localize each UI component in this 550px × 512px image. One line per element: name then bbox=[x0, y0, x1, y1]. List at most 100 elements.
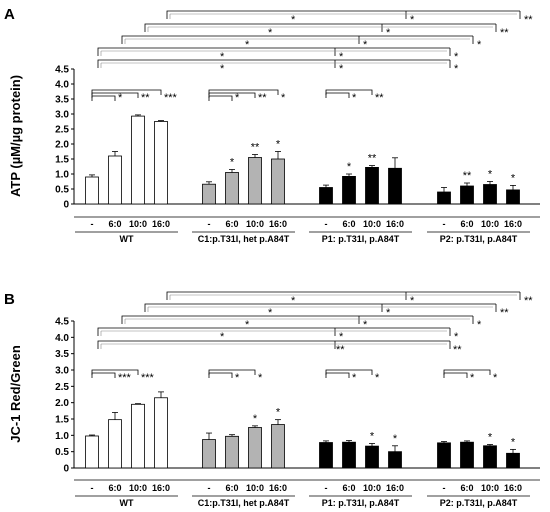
category-label: - bbox=[208, 483, 211, 493]
category-label: 6:0 bbox=[225, 483, 238, 493]
bar bbox=[85, 176, 99, 205]
global-bracket-line bbox=[144, 23, 496, 32]
bar bbox=[342, 441, 356, 469]
local-bracket-label: * bbox=[352, 92, 357, 104]
y-tick-label: 4.0 bbox=[55, 333, 69, 344]
significance-star: * bbox=[511, 172, 516, 184]
global-bracket-label: ** bbox=[336, 344, 345, 356]
global-bracket-label: * bbox=[339, 331, 344, 343]
bar bbox=[248, 157, 262, 205]
category-label: - bbox=[325, 219, 328, 229]
y-axis-label: ATP (µM/µg protein) bbox=[8, 75, 23, 197]
local-bracket-label: * bbox=[375, 372, 380, 384]
y-tick-label: 0.5 bbox=[55, 185, 69, 196]
bar bbox=[342, 175, 356, 205]
local-bracket bbox=[208, 369, 256, 375]
global-bracket-label: * bbox=[410, 295, 415, 307]
local-bracket-label: *** bbox=[118, 372, 132, 384]
global-bracket-label: * bbox=[268, 307, 273, 319]
bar bbox=[506, 452, 520, 469]
global-bracket-line bbox=[97, 47, 450, 56]
bar bbox=[154, 397, 168, 469]
significance-star: * bbox=[488, 169, 493, 181]
bar bbox=[108, 419, 122, 469]
bar bbox=[108, 155, 122, 205]
category-label: - bbox=[91, 483, 94, 493]
global-bracket-label: ** bbox=[524, 295, 533, 307]
global-bracket-label: * bbox=[363, 319, 368, 331]
category-label: - bbox=[208, 219, 211, 229]
global-bracket-label: * bbox=[220, 63, 225, 75]
bar bbox=[85, 435, 99, 469]
category-label: 10:0 bbox=[129, 219, 147, 229]
bar bbox=[388, 167, 402, 205]
significance-star: * bbox=[276, 139, 281, 151]
bar bbox=[154, 121, 168, 205]
y-tick-label: 2.0 bbox=[55, 140, 69, 151]
bar bbox=[365, 166, 379, 205]
y-tick-label: 2.5 bbox=[55, 382, 69, 393]
significance-star: ** bbox=[251, 142, 260, 154]
local-bracket-label: * bbox=[235, 92, 240, 104]
y-tick-label: 3.5 bbox=[55, 349, 69, 360]
bar bbox=[483, 445, 497, 469]
global-bracket-label: * bbox=[454, 51, 459, 63]
category-label: 10:0 bbox=[363, 219, 381, 229]
global-bracket-label: * bbox=[339, 63, 344, 75]
global-bracket-line bbox=[121, 315, 473, 324]
group-label: C1:p.T31I, het p.A84T bbox=[198, 498, 290, 508]
significance-star: * bbox=[370, 431, 375, 443]
local-bracket-label: * bbox=[281, 92, 286, 104]
bar bbox=[271, 158, 285, 205]
global-bracket-label: * bbox=[245, 39, 250, 51]
global-bracket-label: * bbox=[477, 319, 482, 331]
category-label: - bbox=[325, 483, 328, 493]
y-tick-label: 1.0 bbox=[55, 431, 69, 442]
y-tick-label: 0.5 bbox=[55, 447, 69, 458]
panel-letter: A bbox=[4, 6, 15, 23]
local-bracket bbox=[325, 92, 350, 98]
local-bracket-label: * bbox=[258, 372, 263, 384]
global-bracket-label: ** bbox=[500, 27, 509, 39]
significance-star: * bbox=[488, 431, 493, 443]
bar bbox=[319, 442, 333, 469]
significance-star: * bbox=[253, 413, 258, 425]
bar bbox=[131, 403, 145, 469]
bar bbox=[460, 441, 474, 469]
y-tick-label: 0 bbox=[63, 200, 69, 211]
category-label: 16:0 bbox=[152, 483, 170, 493]
group-label: WT bbox=[120, 498, 134, 508]
significance-star: * bbox=[230, 157, 235, 169]
local-bracket bbox=[443, 369, 491, 375]
group-label: P2: p.T31I, p.A84T bbox=[440, 498, 518, 508]
category-label: 6:0 bbox=[108, 483, 121, 493]
bar bbox=[225, 172, 239, 205]
category-label: 6:0 bbox=[460, 219, 473, 229]
bar bbox=[225, 435, 239, 469]
panel-letter: B bbox=[4, 291, 15, 308]
global-bracket-label: * bbox=[410, 14, 415, 26]
bar bbox=[388, 451, 402, 469]
significance-star: * bbox=[347, 161, 352, 173]
global-bracket-line bbox=[144, 303, 496, 312]
category-label: 10:0 bbox=[246, 483, 264, 493]
bar bbox=[365, 445, 379, 469]
y-tick-label: 3.0 bbox=[55, 366, 69, 377]
local-bracket-label: * bbox=[352, 372, 357, 384]
category-label: 16:0 bbox=[386, 219, 404, 229]
local-bracket-label: * bbox=[470, 372, 475, 384]
bar bbox=[248, 427, 262, 469]
bar bbox=[202, 439, 216, 469]
bar bbox=[460, 185, 474, 205]
local-bracket bbox=[91, 92, 139, 98]
significance-star: ** bbox=[368, 153, 377, 165]
bar bbox=[319, 187, 333, 205]
global-bracket-label: * bbox=[454, 63, 459, 75]
category-label: 10:0 bbox=[246, 219, 264, 229]
group-label: P2: p.T31I, p.A84T bbox=[440, 234, 518, 244]
group-label: P1: p.T31I, p.A84T bbox=[322, 234, 400, 244]
global-bracket-label: ** bbox=[453, 344, 462, 356]
local-bracket-label: ** bbox=[258, 92, 267, 104]
panel-a: A ATP (µM/µg protein) 0 0.5 1.0 1.5 2.0 2.5 3.0 3… bbox=[4, 6, 540, 244]
